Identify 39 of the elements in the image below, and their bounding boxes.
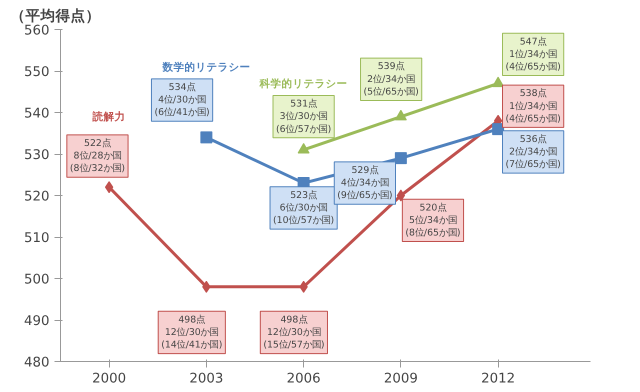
y-axis-title: （平均得点） <box>10 8 100 24</box>
point <box>394 110 407 120</box>
y-tick-label: 540 <box>24 106 50 122</box>
annotation: 498点 12位/30か国 (15位/57か国) <box>263 314 324 351</box>
point <box>394 152 407 164</box>
annotation: 498点 12位/30か国 (14位/41か国) <box>161 314 222 351</box>
y-tick-label: 520 <box>24 190 50 204</box>
x-tick-label: 2003 <box>189 372 224 386</box>
point <box>200 131 212 144</box>
annotation: 536点 2位/34か国 (7位/65か国) <box>506 134 561 170</box>
text: 読解力 <box>92 110 126 124</box>
x-tick-label: 2000 <box>92 372 126 386</box>
point <box>299 280 308 293</box>
point <box>492 76 504 88</box>
y-tick-label: 480 <box>24 356 50 370</box>
point <box>298 143 310 154</box>
annotation: 538点 1位/34か国 (4位/65か国) <box>506 88 561 124</box>
y-tick-label: 550 <box>24 65 50 80</box>
annotation: 520点 5位/34か国 (8位/65か国) <box>405 202 461 239</box>
point <box>104 181 114 194</box>
y-tick-label: 500 <box>24 272 50 288</box>
text: 科学的リテラシー <box>258 76 348 90</box>
x-tick-label: 2006 <box>286 372 321 386</box>
annotation: 522点 8位/28か国 (8位/32か国) <box>70 138 126 174</box>
text: 数学的リテラシー <box>161 60 250 74</box>
y-tick-label: 490 <box>24 314 50 329</box>
annotation: 529点 4位/34か国 (9位/65か国) <box>337 164 393 202</box>
x-tick-label: 2012 <box>481 372 516 386</box>
annotation: 534点 4位/30か国 (6位/41か国) <box>154 82 210 118</box>
point <box>396 190 406 202</box>
annotation: 539点 2位/34か国 (5位/65か国) <box>364 61 419 98</box>
y-tick-label: 560 <box>24 24 50 38</box>
x-tick-label: 2009 <box>384 372 418 386</box>
annotation: 523点 6位/30か国 (10位/57か国) <box>273 190 334 226</box>
y-tick-label: 530 <box>24 148 50 163</box>
point <box>202 280 211 293</box>
annotation: 531点 3位/30か国 (6位/57か国) <box>276 98 332 135</box>
annotation: 547点 1位/34か国 (4位/65か国) <box>506 36 561 73</box>
y-tick-label: 510 <box>24 231 50 246</box>
